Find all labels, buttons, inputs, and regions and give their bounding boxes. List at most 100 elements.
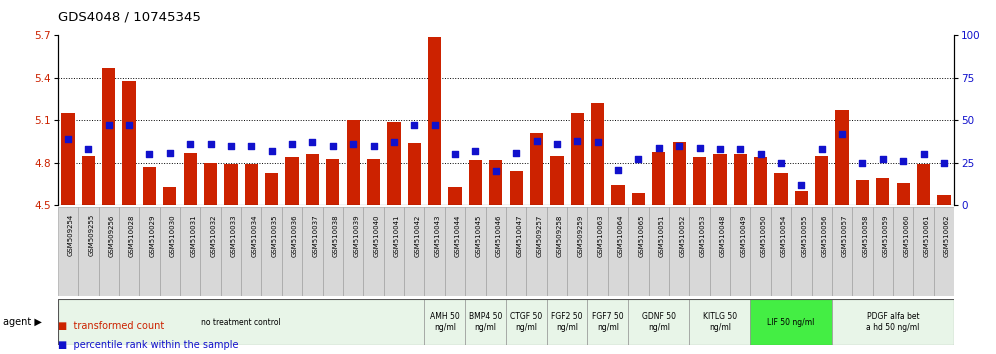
Bar xyxy=(550,156,564,205)
Bar xyxy=(123,81,135,205)
Bar xyxy=(262,207,282,296)
Bar xyxy=(588,299,628,345)
Point xyxy=(650,145,666,150)
Bar xyxy=(571,113,584,205)
Bar xyxy=(465,207,486,296)
Point xyxy=(346,141,362,147)
Bar xyxy=(119,207,139,296)
Bar xyxy=(424,207,445,296)
Bar xyxy=(265,173,278,205)
Point xyxy=(712,147,728,152)
Point xyxy=(305,139,321,145)
Bar xyxy=(608,207,628,296)
Bar xyxy=(750,207,771,296)
Point xyxy=(590,139,606,145)
Text: GSM510036: GSM510036 xyxy=(292,214,298,257)
Bar xyxy=(306,154,319,205)
Bar xyxy=(286,157,299,205)
Bar xyxy=(689,207,710,296)
Text: GSM510041: GSM510041 xyxy=(393,214,400,257)
Bar xyxy=(689,299,750,345)
Bar xyxy=(628,207,648,296)
Bar xyxy=(631,193,645,205)
Text: GSM510059: GSM510059 xyxy=(882,214,888,257)
Point xyxy=(814,147,830,152)
Text: GSM510043: GSM510043 xyxy=(434,214,440,257)
Point xyxy=(488,169,504,174)
Text: FGF2 50
ng/ml: FGF2 50 ng/ml xyxy=(552,313,583,332)
Bar xyxy=(628,299,689,345)
Bar xyxy=(652,152,665,205)
Point xyxy=(529,138,545,144)
Point xyxy=(753,152,769,157)
Text: GSM510053: GSM510053 xyxy=(699,214,705,257)
Bar xyxy=(937,195,950,205)
Text: GSM509257: GSM509257 xyxy=(537,214,543,257)
Text: ■  transformed count: ■ transformed count xyxy=(58,321,164,331)
Text: GSM510037: GSM510037 xyxy=(313,214,319,257)
Text: GSM510051: GSM510051 xyxy=(658,214,664,257)
Text: GDNF 50
ng/ml: GDNF 50 ng/ml xyxy=(641,313,675,332)
Text: GSM510056: GSM510056 xyxy=(822,214,828,257)
Bar xyxy=(486,207,506,296)
Text: GSM510030: GSM510030 xyxy=(169,214,176,257)
Text: PDGF alfa bet
a hd 50 ng/ml: PDGF alfa bet a hd 50 ng/ml xyxy=(867,313,919,332)
Point xyxy=(182,141,198,147)
Bar xyxy=(693,157,706,205)
Bar xyxy=(221,207,241,296)
Bar xyxy=(183,153,197,205)
Bar xyxy=(648,207,669,296)
Text: KITLG 50
ng/ml: KITLG 50 ng/ml xyxy=(703,313,737,332)
Point xyxy=(406,122,422,128)
Bar xyxy=(713,154,726,205)
Bar xyxy=(795,191,808,205)
Bar xyxy=(58,299,424,345)
Bar xyxy=(241,207,262,296)
Point xyxy=(284,141,300,147)
Text: GSM510050: GSM510050 xyxy=(761,214,767,257)
Text: GSM510031: GSM510031 xyxy=(190,214,196,257)
Text: GSM510040: GSM510040 xyxy=(374,214,379,257)
Text: GSM509256: GSM509256 xyxy=(109,214,115,257)
Point xyxy=(508,150,524,155)
Bar xyxy=(323,207,343,296)
Text: GSM510052: GSM510052 xyxy=(679,214,685,257)
Text: GSM509259: GSM509259 xyxy=(578,214,584,257)
Bar xyxy=(510,171,523,205)
Bar xyxy=(383,207,404,296)
Text: GSM510039: GSM510039 xyxy=(354,214,360,257)
Text: GSM510044: GSM510044 xyxy=(455,214,461,257)
Bar xyxy=(142,167,156,205)
Bar xyxy=(791,207,812,296)
Bar xyxy=(58,207,78,296)
Bar xyxy=(612,185,624,205)
Point xyxy=(202,141,218,147)
Point xyxy=(467,148,483,154)
Text: GSM510057: GSM510057 xyxy=(843,214,849,257)
Bar xyxy=(588,207,608,296)
Point xyxy=(691,145,707,150)
Bar xyxy=(302,207,323,296)
Bar xyxy=(159,207,180,296)
Text: GSM510045: GSM510045 xyxy=(475,214,481,257)
Point xyxy=(426,122,442,128)
Text: GSM510065: GSM510065 xyxy=(638,214,644,257)
Bar xyxy=(469,160,482,205)
Text: FGF7 50
ng/ml: FGF7 50 ng/ml xyxy=(592,313,623,332)
Text: GSM510063: GSM510063 xyxy=(598,214,604,257)
Text: agent ▶: agent ▶ xyxy=(3,317,42,327)
Text: GSM509254: GSM509254 xyxy=(68,214,74,256)
Text: GSM510054: GSM510054 xyxy=(781,214,787,257)
Point xyxy=(101,122,117,128)
Bar xyxy=(853,207,872,296)
Bar xyxy=(204,163,217,205)
Point xyxy=(855,160,871,166)
Bar xyxy=(815,156,829,205)
Text: GSM510062: GSM510062 xyxy=(944,214,950,257)
Text: GSM510038: GSM510038 xyxy=(333,214,339,257)
Text: GSM510058: GSM510058 xyxy=(863,214,869,257)
Bar xyxy=(669,207,689,296)
Bar xyxy=(139,207,159,296)
Bar xyxy=(832,207,853,296)
Bar xyxy=(445,207,465,296)
